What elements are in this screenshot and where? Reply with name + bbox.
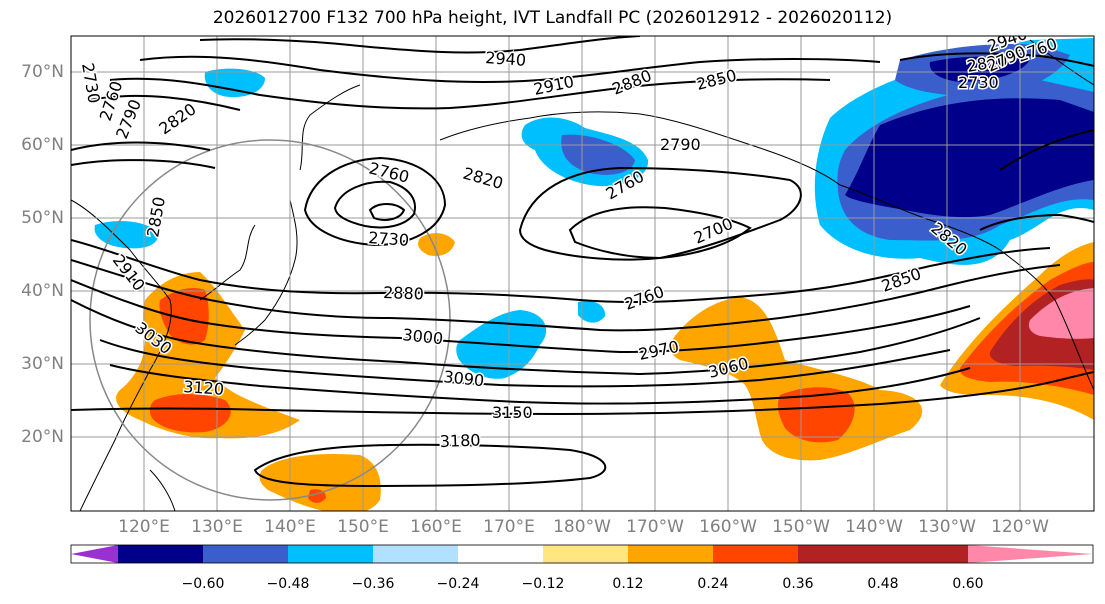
colorbar (70, 544, 1094, 564)
colorbar-bin (628, 545, 713, 563)
map-plot-area: 2940 2910 2880 2850 2820 2790 2760 2730 … (71, 36, 1094, 511)
lat-label: 40°N (21, 281, 64, 301)
colorbar-bin (118, 545, 203, 563)
contour-label: 2940 (485, 48, 527, 70)
lon-label: 130°E (191, 517, 243, 537)
lon-label: 140°W (845, 517, 903, 537)
map-title: 2026012700 F132 700 hPa height, IVT Land… (212, 8, 893, 28)
colorbar-frame (70, 544, 1094, 564)
lat-label: 60°N (21, 135, 64, 155)
lon-label: 160°W (699, 517, 757, 537)
colorbar-extend-high (883, 545, 968, 563)
contour-label: 2730 (368, 228, 410, 250)
colorbar-tick-label: −0.12 (521, 576, 565, 592)
contour-label: 3150 (492, 403, 533, 422)
lon-label: 120°E (118, 517, 170, 537)
ivt-positive-shading (116, 233, 1094, 511)
lat-label: 70°N (21, 62, 64, 82)
lon-label: 170°E (483, 517, 535, 537)
contour-label: 3180 (439, 431, 480, 451)
lon-label: 120°W (991, 517, 1049, 537)
contour-label: 2790 (660, 135, 701, 154)
colorbar-bin (288, 545, 373, 563)
lon-label: 170°W (626, 517, 684, 537)
lon-label: 160°E (410, 517, 462, 537)
colorbar-tick-label: −0.36 (351, 576, 395, 592)
lon-label: 150°E (337, 517, 389, 537)
colorbar-extend-low (71, 545, 118, 563)
colorbar-bin (203, 545, 288, 563)
lat-label: 30°N (21, 354, 64, 374)
colorbar-tick-label: −0.60 (181, 576, 225, 592)
colorbar-tick-label: −0.48 (266, 576, 310, 592)
lon-label: 130°W (918, 517, 976, 537)
gridlines (71, 36, 1094, 511)
plot-frame (70, 35, 1095, 512)
colorbar-tick-label: −0.24 (436, 576, 480, 592)
colorbar-bin (713, 545, 798, 563)
lon-label: 140°E (264, 517, 316, 537)
coastlines (71, 39, 1094, 511)
colorbar-bin (373, 545, 458, 563)
lon-label: 180°W (553, 517, 611, 537)
colorbar-tick-label: 0.36 (782, 576, 814, 592)
colorbar-tick-label: 0.12 (612, 576, 644, 592)
colorbar-tick-label: 0.60 (952, 576, 984, 592)
lat-label: 20°N (21, 427, 64, 447)
colorbar-bin (458, 545, 543, 563)
height-contours (71, 36, 1094, 488)
contour-label: 3120 (183, 377, 225, 399)
contour-label: 2730 (958, 73, 999, 92)
lat-label: 50°N (21, 208, 64, 228)
colorbar-tick-label: 0.24 (697, 576, 729, 592)
colorbar-tick-label: 0.48 (867, 576, 899, 592)
contour-label: 2880 (383, 283, 424, 303)
colorbar-extend-high-arrow (968, 545, 1093, 563)
colorbar-bin (543, 545, 628, 563)
colorbar-bin (798, 545, 883, 563)
lon-label: 150°W (772, 517, 830, 537)
